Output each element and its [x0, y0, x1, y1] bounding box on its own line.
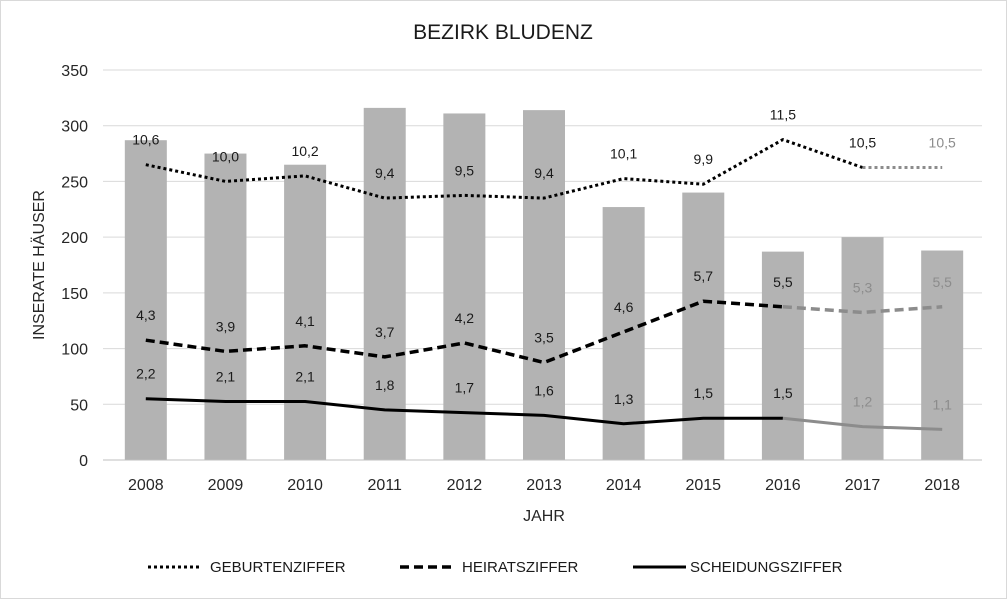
y-tick-label: 150: [61, 286, 88, 303]
bar: [124, 140, 167, 460]
data-label-geburtenziffer: 10,0: [212, 148, 239, 164]
y-tick-label: 300: [61, 119, 88, 136]
y-tick-label: 250: [61, 174, 88, 191]
x-tick-label: 2018: [924, 477, 960, 494]
data-label-geburtenziffer: 10,5: [929, 135, 956, 151]
data-label-heiratsziffer: 4,2: [455, 310, 475, 326]
bar: [284, 164, 327, 460]
data-label-scheidungsziffer: 1,8: [375, 377, 395, 393]
data-label-geburtenziffer: 9,4: [534, 165, 554, 181]
bar: [921, 250, 964, 460]
data-label-scheidungsziffer: 1,3: [614, 391, 634, 407]
data-label-geburtenziffer: 11,5: [770, 107, 796, 123]
bar: [602, 207, 645, 460]
data-labels: 10,6 10,0 10,2 9,4 9,5 9,4 10,1 9,9 11,5 10,5 10,5…: [132, 107, 956, 413]
legend-label-geburtenziffer: GEBURTENZIFFER: [210, 559, 346, 576]
x-tick-label: 2016: [765, 477, 801, 494]
y-tick-labels: 0 50 100 150 200 250 300 350: [61, 63, 88, 470]
line-scheidungsziffer: [145, 397, 783, 426]
y-tick-label: 100: [61, 342, 88, 359]
x-tick-label: 2014: [606, 477, 642, 494]
y-tick-label: 50: [70, 397, 88, 414]
bar: [363, 107, 406, 460]
data-label-scheidungsziffer: 2,1: [295, 369, 315, 385]
data-label-heiratsziffer: 3,5: [534, 330, 554, 346]
data-label-heiratsziffer: 4,1: [295, 313, 315, 329]
legend-item-scheidungsziffer: SCHEIDUNGSZIFFER: [633, 559, 843, 576]
data-label-geburtenziffer: 10,1: [610, 146, 637, 162]
data-label-scheidungsziffer: 1,2: [853, 394, 873, 410]
data-label-heiratsziffer: 3,7: [375, 324, 395, 340]
y-tick-label: 200: [61, 230, 88, 247]
x-tick-label: 2008: [128, 477, 164, 494]
x-axis-title: JAHR: [523, 508, 565, 525]
data-label-geburtenziffer: 9,5: [455, 162, 475, 178]
data-label-geburtenziffer: 10,6: [132, 132, 159, 148]
bar-series: [124, 107, 964, 461]
data-label-geburtenziffer: 10,5: [849, 135, 876, 151]
bar: [682, 192, 725, 461]
data-label-scheidungsziffer: 2,2: [136, 366, 156, 382]
data-label-geburtenziffer: 9,9: [694, 151, 714, 167]
y-axis-title: INSERATE HÄUSER: [30, 190, 48, 340]
x-tick-label: 2009: [208, 477, 244, 494]
bar: [443, 113, 486, 460]
bar: [761, 251, 804, 460]
y-tick-label: 0: [79, 453, 88, 470]
data-label-scheidungsziffer: 1,7: [455, 380, 475, 396]
line-heiratsziffer-gray-segment: [782, 305, 943, 315]
data-label-heiratsziffer: 5,7: [694, 268, 714, 284]
legend-item-geburtenziffer: GEBURTENZIFFER: [148, 559, 346, 576]
x-tick-label: 2010: [287, 477, 323, 494]
x-tick-label: 2011: [368, 477, 403, 494]
x-tick-labels: 2008 2009 2010 2011 2012 2013 2014 2015 2016 2017…: [128, 477, 960, 494]
data-label-heiratsziffer: 5,5: [932, 274, 952, 290]
bar: [523, 110, 565, 460]
data-label-heiratsziffer: 4,6: [614, 299, 634, 315]
legend-label-scheidungsziffer: SCHEIDUNGSZIFFER: [690, 559, 843, 576]
chart-title: BEZIRK BLUDENZ: [413, 21, 593, 44]
bar: [204, 153, 247, 461]
data-label-scheidungsziffer: 1,5: [694, 385, 714, 401]
line-scheidungsziffer-gray-segment: [782, 416, 943, 431]
data-label-scheidungsziffer: 1,6: [534, 382, 554, 398]
x-tick-label: 2012: [447, 477, 483, 494]
data-label-scheidungsziffer: 1,5: [773, 385, 793, 401]
x-tick-label: 2013: [526, 477, 562, 494]
line-geburtenziffer: [145, 138, 863, 200]
y-tick-label: 350: [61, 63, 88, 80]
data-label-heiratsziffer: 4,3: [136, 307, 156, 323]
legend-item-heiratsziffer: HEIRATSZIFFER: [400, 559, 579, 576]
data-label-geburtenziffer: 10,2: [291, 143, 318, 159]
legend: GEBURTENZIFFER HEIRATSZIFFER SCHEIDUNGSZ…: [148, 559, 843, 576]
data-label-heiratsziffer: 3,9: [216, 318, 236, 334]
data-label-heiratsziffer: 5,5: [773, 274, 793, 290]
x-tick-label: 2015: [685, 477, 721, 494]
bar: [841, 237, 884, 460]
data-label-heiratsziffer: 5,3: [853, 279, 873, 295]
line-series: [145, 138, 943, 431]
data-label-scheidungsziffer: 2,1: [216, 369, 236, 385]
legend-label-heiratsziffer: HEIRATSZIFFER: [462, 559, 579, 576]
data-label-scheidungsziffer: 1,1: [932, 396, 952, 412]
x-tick-label: 2017: [845, 477, 881, 494]
data-label-geburtenziffer: 9,4: [375, 165, 395, 181]
